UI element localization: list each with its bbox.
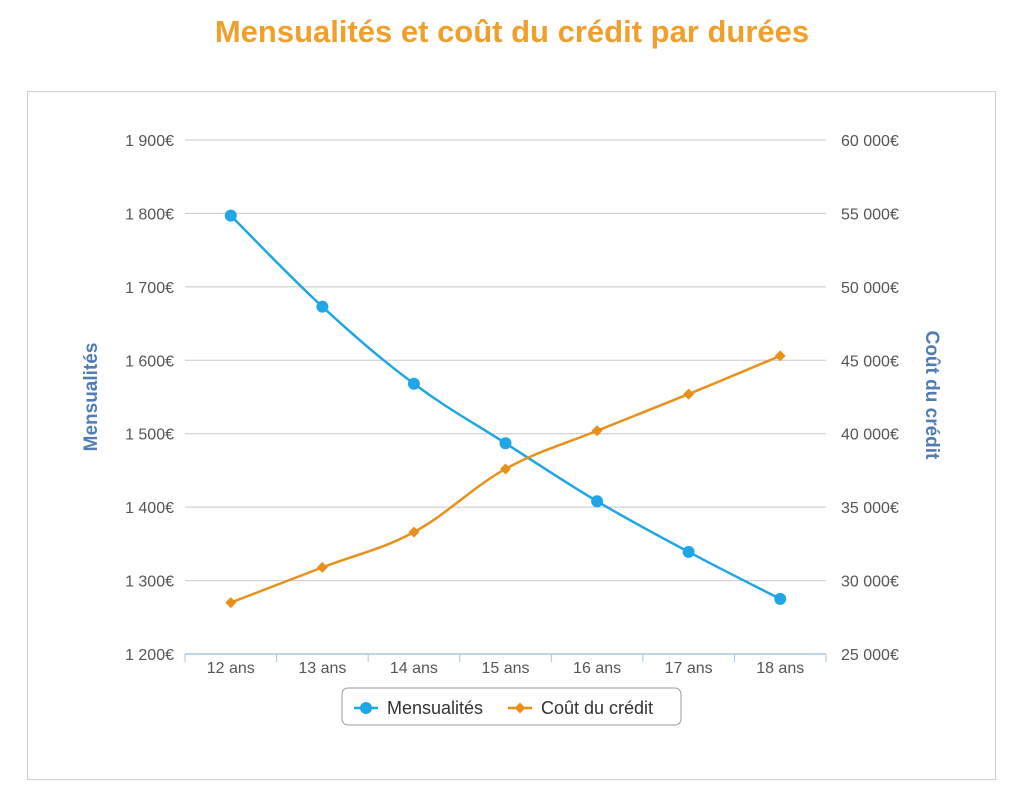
legend-label: Mensualités xyxy=(387,698,483,718)
data-point xyxy=(682,545,695,558)
y-left-axis-title: Mensualités xyxy=(81,343,102,452)
y-right-tick-label: 55 000€ xyxy=(841,206,899,223)
data-point xyxy=(316,561,328,573)
data-point xyxy=(774,592,787,605)
x-tick-label: 13 ans xyxy=(298,660,346,677)
y-left-tick-label: 1 300€ xyxy=(125,574,174,591)
y-right-tick-label: 25 000€ xyxy=(841,647,899,664)
legend-box xyxy=(341,687,682,726)
data-point xyxy=(774,350,786,362)
y-left-tick-label: 1 600€ xyxy=(125,353,174,370)
chart-title: Mensualités et coût du crédit par durées xyxy=(214,14,810,49)
data-point xyxy=(407,377,420,390)
data-point xyxy=(224,209,237,222)
x-tick-label: 18 ans xyxy=(756,660,804,677)
series-line xyxy=(229,214,781,601)
y-left-tick-label: 1 200€ xyxy=(125,647,174,664)
series-2 xyxy=(225,350,786,609)
data-point xyxy=(408,526,420,538)
y-right-tick-label: 45 000€ xyxy=(841,353,899,370)
y-right-tick-label: 40 000€ xyxy=(841,427,899,444)
series-1 xyxy=(224,209,787,605)
legend: Mensualités Coût du crédit xyxy=(341,687,682,726)
data-point xyxy=(683,388,695,400)
y-left-tick-label: 1 400€ xyxy=(125,500,174,517)
y-left-tick-label: 1 700€ xyxy=(125,280,174,297)
data-point xyxy=(591,425,603,437)
data-point xyxy=(316,300,329,313)
y-left-tick-label: 1 800€ xyxy=(125,206,174,223)
data-point xyxy=(225,597,237,609)
y-right-tick-label: 50 000€ xyxy=(841,280,899,297)
y-right-tick-label: 35 000€ xyxy=(841,500,899,517)
x-tick-label: 14 ans xyxy=(390,660,438,677)
y-right-tick-label: 60 000€ xyxy=(841,133,899,150)
data-point xyxy=(500,463,511,475)
legend-label: Coût du crédit xyxy=(541,698,653,718)
legend-marker xyxy=(360,702,372,714)
legend-marker xyxy=(514,702,526,714)
y-right-tick-label: 30 000€ xyxy=(841,574,899,591)
series-line xyxy=(230,354,781,604)
x-tick-label: 16 ans xyxy=(573,660,621,677)
x-tick-label: 12 ans xyxy=(207,660,255,677)
y-left-tick-label: 1 500€ xyxy=(125,427,174,444)
x-tick-label: 17 ans xyxy=(665,660,713,677)
data-point xyxy=(499,437,512,450)
y-left-tick-label: 1 900€ xyxy=(125,133,174,150)
x-tick-label: 15 ans xyxy=(481,660,529,677)
data-point xyxy=(591,495,604,508)
chart-frame xyxy=(27,91,996,780)
y-right-axis-title: Coût du crédit xyxy=(921,331,942,460)
